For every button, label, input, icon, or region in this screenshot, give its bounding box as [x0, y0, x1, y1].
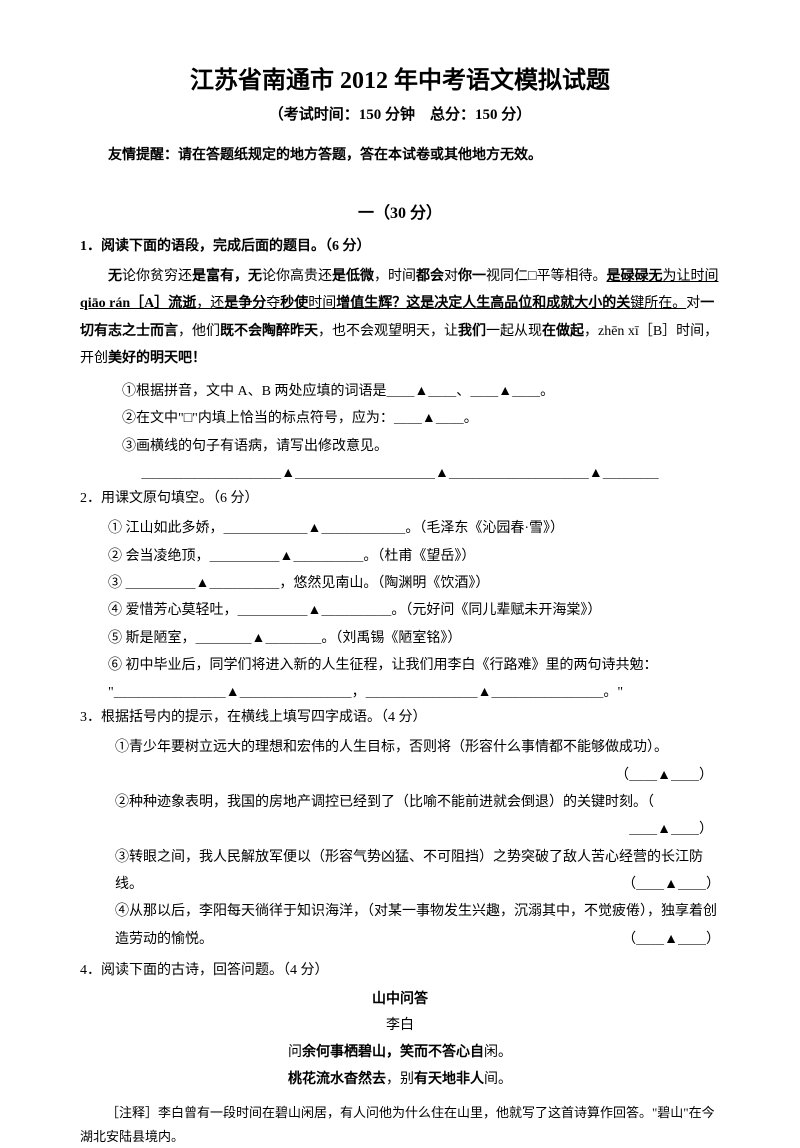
t: 余何事栖碧山，笑而不答心自 — [302, 1045, 484, 1060]
q2-i2: ② 会当凌绝顶，＿＿＿＿＿▲＿＿＿＿＿。（杜甫《望岳》） — [80, 543, 720, 570]
t: ，让 — [430, 324, 458, 339]
section-1-header: 一（30 分） — [80, 199, 720, 223]
t: 现 — [528, 324, 542, 339]
t: 是低微 — [332, 269, 374, 284]
underline-text: 是碌碌无 — [606, 269, 662, 284]
q3-i4-ans: （＿＿▲＿＿） — [622, 926, 720, 953]
q1-passage: 无论你贫穷还是富有，无论你高贵还是低微，时间都会对你一视同仁□平等相待。是碌碌无… — [80, 263, 720, 372]
q3-i3: ③转眼之间，我人民解放军便以（形容气势凶猛、不可阻挡）之势突破了敌人苦心经营的长… — [80, 844, 720, 899]
t: 既不会陶醉昨天 — [220, 324, 318, 339]
underline-text: 夺 — [266, 296, 280, 311]
t: 都会 — [416, 269, 444, 284]
t: 无 — [108, 269, 122, 284]
q1-sub1: ①根据拼音，文中 A、B 两处应填的词语是＿＿▲＿＿、＿＿▲＿＿。 — [80, 378, 720, 405]
q3-i4: ④从那以后，李阳每天徜徉于知识海洋，（对某一事物发生兴趣，沉溺其中，不觉疲倦），… — [80, 898, 720, 953]
underline-text: 让时间 — [676, 269, 718, 284]
underline-text: 是决定人生高品位和成就大小的关 — [420, 296, 630, 311]
t: 观望明天 — [374, 324, 430, 339]
t: 视同仁□平等相待。 — [486, 269, 606, 284]
t: ，也不会 — [318, 324, 374, 339]
t: ③转眼之间，我人民解放军便以（形容气势凶猛、不可阻挡）之势突破了敌人苦心经营的长… — [115, 850, 703, 892]
q1-heading: 1．阅读下面的语段，完成后面的题目。（6 分） — [80, 235, 720, 255]
q3-i1-ans: （＿＿▲＿＿） — [80, 762, 720, 789]
t: 桃花流水杳然去 — [288, 1072, 386, 1087]
underline-text: ，还 — [196, 296, 224, 311]
t: 对 — [444, 269, 458, 284]
t: 一起从 — [486, 324, 528, 339]
t: 我们 — [458, 324, 486, 339]
q3-i2-ans: ＿＿▲＿＿） — [80, 816, 720, 843]
t: 创 — [94, 351, 108, 366]
t: 在做起 — [542, 324, 584, 339]
t: 有天地非人 — [414, 1072, 484, 1087]
doc-title: 江苏省南通市 2012 年中考语文模拟试题 — [80, 60, 720, 95]
poem-title: 山中问答 — [80, 987, 720, 1014]
t: 论你高 — [262, 269, 304, 284]
q2-i6: ⑥ 初中毕业后，同学们将进入新的人生征程，让我们用李白《行路难》里的两句诗共勉： — [80, 652, 720, 679]
underline-text: qiāo rán［A］流逝 — [80, 296, 196, 311]
t: ，时间 — [374, 269, 416, 284]
q4-heading: 4．阅读下面的古诗，回答问题。（4 分） — [80, 959, 720, 979]
poem-line-2: 桃花流水杳然去，别有天地非人间。 — [80, 1067, 720, 1094]
underline-text: 增值生辉？这 — [336, 296, 420, 311]
underline-text: 是争分 — [224, 296, 266, 311]
t: 是富有，无 — [192, 269, 262, 284]
t: 你一 — [458, 269, 486, 284]
t: 对 — [686, 296, 700, 311]
doc-notice: 友情提醒：请在答题纸规定的地方答题，答在本试卷或其他地方无效。 — [80, 144, 720, 164]
q3-i1: ①青少年要树立远大的理想和宏伟的人生目标，否则将（形容什么事情都不能够做成功）。 — [80, 734, 720, 761]
q2-i4: ④ 爱惜芳心莫轻吐，＿＿＿＿＿▲＿＿＿＿＿。（元好问《同儿辈赋未开海棠》） — [80, 597, 720, 624]
q1-sub3: ③画横线的句子有语病，请写出修改意见。 — [80, 433, 720, 460]
poem-author: 李白 — [80, 1013, 720, 1040]
q1-sub2: ②在文中"□"内填上恰当的标点符号，应为：＿＿▲＿＿。 — [80, 405, 720, 432]
q2-heading: 2．用课文原句填空。（6 分） — [80, 487, 720, 507]
t: ，他们 — [178, 324, 220, 339]
poem-line-1: 问余何事栖碧山，笑而不答心自闲。 — [80, 1040, 720, 1067]
doc-subtitle: （考试时间：150 分钟 总分：150 分） — [80, 103, 720, 124]
t: ，别 — [386, 1072, 414, 1087]
q2-i5: ⑤ 斯是陋室，＿＿＿＿▲＿＿＿＿。（刘禹锡《陋室铭》） — [80, 625, 720, 652]
underline-text: 秒使 — [280, 296, 308, 311]
t: 闲。 — [484, 1045, 512, 1060]
t: 论你贫穷还 — [122, 269, 192, 284]
t: 问 — [288, 1045, 302, 1060]
underline-text: 为 — [662, 269, 676, 284]
t: 贵还 — [304, 269, 332, 284]
q2-i1: ① 江山如此多娇，＿＿＿＿＿＿▲＿＿＿＿＿＿。（毛泽东《沁园春·雪》） — [80, 515, 720, 542]
underline-text: 时间 — [308, 296, 336, 311]
t: 间。 — [484, 1072, 512, 1087]
q1-sub3-blank: ＿＿＿＿＿＿＿＿＿＿▲＿＿＿＿＿＿＿＿＿＿▲＿＿＿＿＿＿＿＿＿＿▲＿＿＿＿ — [80, 460, 720, 487]
underline-text: 键所在。 — [630, 296, 686, 311]
q3-heading: 3．根据括号内的提示，在横线上填写四字成语。（4 分） — [80, 706, 720, 726]
q3-i2: ②种种迹象表明，我国的房地产调控已经到了（比喻不能前进就会倒退）的关键时刻。（ — [80, 789, 720, 816]
q3-i3-ans: （＿＿▲＿＿） — [622, 871, 720, 898]
q4-note: ［注释］李白曾有一段时间在碧山闲居，有人问他为什么住在山里，他就写了这首诗算作回… — [80, 1101, 720, 1148]
q2-i3: ③ ＿＿＿＿＿▲＿＿＿＿＿，悠然见南山。（陶渊明《饮酒》） — [80, 570, 720, 597]
q2-i6b: "＿＿＿＿＿＿＿＿▲＿＿＿＿＿＿＿＿，＿＿＿＿＿＿＿＿▲＿＿＿＿＿＿＿＿。" — [80, 679, 720, 706]
t: 美好的明天吧！ — [108, 351, 206, 366]
